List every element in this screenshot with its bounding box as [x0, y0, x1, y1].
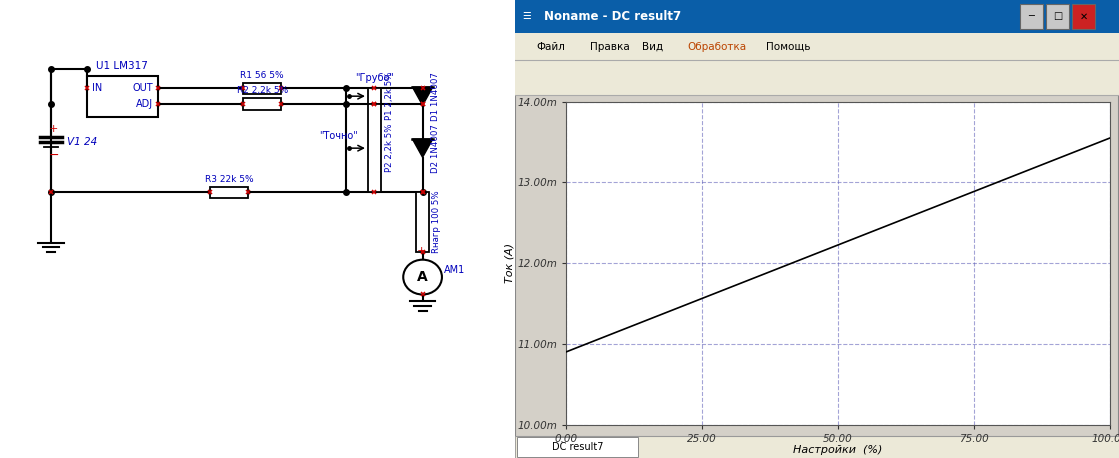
- Text: ✕: ✕: [1080, 11, 1088, 22]
- FancyBboxPatch shape: [1046, 4, 1069, 29]
- Text: ─: ─: [1028, 11, 1034, 22]
- FancyBboxPatch shape: [515, 436, 1119, 458]
- Bar: [243, 82, 281, 94]
- FancyBboxPatch shape: [1019, 4, 1043, 29]
- Text: P2 2,2k 5%: P2 2,2k 5%: [385, 124, 394, 172]
- Text: Правка: Правка: [591, 42, 630, 52]
- Text: Обработка: Обработка: [687, 42, 746, 52]
- Text: Помощь: Помощь: [765, 42, 810, 52]
- FancyBboxPatch shape: [515, 0, 1119, 33]
- Text: Вид: Вид: [641, 42, 662, 52]
- Text: U1 LM317: U1 LM317: [96, 61, 148, 71]
- Bar: [368, 104, 380, 192]
- Text: OUT: OUT: [132, 83, 152, 93]
- Text: D1 1N4007: D1 1N4007: [431, 72, 440, 120]
- Polygon shape: [413, 139, 433, 158]
- FancyBboxPatch shape: [517, 437, 638, 457]
- Bar: [416, 192, 429, 252]
- Text: DC result7: DC result7: [552, 442, 603, 452]
- Text: +: +: [49, 124, 58, 134]
- Text: Файл: Файл: [536, 42, 565, 52]
- Bar: [210, 187, 248, 198]
- Text: □: □: [1053, 11, 1062, 22]
- Text: "Точно": "Точно": [319, 131, 358, 141]
- Bar: [86, 76, 158, 117]
- Text: IN: IN: [92, 83, 102, 93]
- Text: A: A: [417, 270, 427, 284]
- Text: Noname - DC result7: Noname - DC result7: [544, 10, 680, 23]
- Text: R2 2,2k 5%: R2 2,2k 5%: [236, 86, 288, 95]
- FancyBboxPatch shape: [515, 33, 1119, 60]
- Text: "Грубо": "Грубо": [355, 73, 394, 83]
- Text: R3 22k 5%: R3 22k 5%: [205, 174, 253, 184]
- Text: Rнагр 100 5%: Rнагр 100 5%: [432, 191, 441, 253]
- Text: R1 56 5%: R1 56 5%: [241, 71, 284, 80]
- FancyBboxPatch shape: [515, 0, 1119, 458]
- Text: AM1: AM1: [444, 265, 466, 275]
- Bar: [368, 88, 380, 104]
- FancyBboxPatch shape: [1072, 4, 1094, 29]
- Text: P1 2,2k 5%: P1 2,2k 5%: [385, 72, 394, 120]
- Text: D2 1N4007: D2 1N4007: [431, 124, 440, 173]
- Text: ☰: ☰: [521, 11, 530, 22]
- Circle shape: [403, 260, 442, 294]
- Bar: [243, 98, 281, 109]
- Text: +: +: [417, 246, 426, 256]
- Text: −: −: [48, 149, 58, 162]
- Polygon shape: [413, 87, 433, 105]
- Text: V1 24: V1 24: [67, 137, 97, 147]
- FancyBboxPatch shape: [515, 60, 1119, 95]
- Text: ADJ: ADJ: [135, 99, 152, 109]
